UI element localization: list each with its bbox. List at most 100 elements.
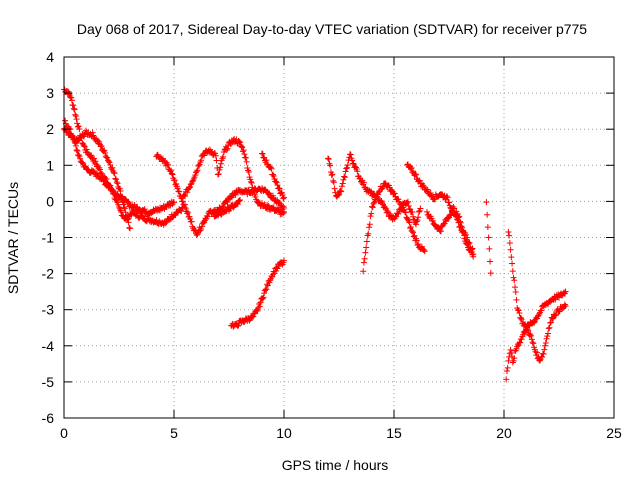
data-point [542, 340, 549, 347]
data-point [538, 307, 545, 314]
data-point [352, 164, 359, 171]
data-point [269, 273, 276, 280]
y-tick-label: -5 [42, 374, 55, 390]
y-tick-label: -6 [42, 410, 55, 426]
data-point [470, 253, 477, 260]
data-point [168, 167, 175, 174]
data-point [409, 208, 416, 215]
series-track-j [360, 180, 428, 275]
data-point [487, 258, 494, 265]
data-point [75, 151, 82, 158]
data-point [395, 196, 402, 203]
data-point [411, 172, 418, 179]
data-point [245, 168, 252, 175]
data-point [334, 192, 341, 199]
data-point [110, 169, 117, 176]
data-point [520, 318, 527, 325]
data-point [75, 123, 82, 130]
data-point [427, 189, 434, 196]
data-point [459, 224, 466, 231]
data-point [102, 149, 109, 156]
series-track-m [483, 199, 494, 277]
data-point [546, 324, 553, 331]
data-point [531, 319, 538, 326]
data-point [193, 168, 200, 175]
data-point [239, 148, 246, 155]
series-track-c [62, 117, 177, 217]
x-tick-label: 10 [276, 425, 292, 441]
data-point [460, 229, 467, 236]
data-point [62, 117, 69, 124]
data-point [379, 185, 386, 192]
data-point [362, 249, 369, 256]
data-point [407, 223, 414, 230]
data-point [153, 216, 160, 223]
data-point [347, 151, 354, 158]
data-point [339, 180, 346, 187]
data-point [114, 180, 121, 187]
data-point [350, 160, 357, 167]
data-point [200, 218, 207, 225]
data-point [268, 165, 275, 172]
data-point [405, 202, 412, 209]
data-point [443, 193, 450, 200]
data-point [382, 204, 389, 211]
data-point [85, 166, 92, 173]
data-point [415, 208, 422, 215]
data-point [264, 282, 271, 289]
data-point [234, 201, 241, 208]
data-point [343, 165, 350, 172]
data-point [408, 165, 415, 172]
data-point [360, 268, 367, 275]
data-point [484, 211, 491, 218]
data-point [69, 134, 76, 141]
data-point [336, 191, 342, 198]
data-point [122, 209, 129, 216]
x-tick-label: 20 [496, 425, 512, 441]
data-point [521, 321, 528, 328]
data-point [358, 178, 364, 185]
data-point [517, 339, 524, 346]
data-point [72, 140, 79, 147]
data-point [463, 240, 470, 247]
data-point [467, 245, 474, 252]
data-point [201, 152, 208, 159]
data-point [421, 248, 428, 255]
data-point [248, 178, 254, 185]
data-point [413, 171, 419, 178]
data-point [344, 164, 351, 171]
data-point [224, 145, 231, 152]
data-point [127, 225, 133, 232]
data-point [337, 187, 344, 194]
data-point [80, 142, 87, 149]
data-point [79, 159, 86, 166]
y-tick-label: -3 [42, 302, 55, 318]
data-point [510, 357, 517, 364]
data-point [72, 111, 79, 118]
data-point [219, 155, 226, 162]
data-point [188, 218, 195, 225]
data-point [412, 171, 419, 178]
data-point [455, 214, 462, 221]
data-point [175, 188, 182, 195]
series-track-g [259, 150, 287, 202]
data-point [220, 153, 227, 160]
data-point [81, 143, 88, 150]
data-point [543, 335, 550, 342]
data-point [236, 138, 243, 145]
chart-title: Day 068 of 2017, Sidereal Day-to-day VTE… [77, 21, 587, 37]
data-point [281, 194, 287, 201]
data-point [123, 213, 130, 220]
data-point [107, 161, 114, 168]
data-point [184, 189, 191, 196]
data-point [109, 186, 116, 193]
data-point [124, 216, 131, 223]
data-point [102, 153, 109, 160]
series-track-o [505, 229, 569, 364]
data-point [440, 221, 447, 228]
data-point [370, 200, 377, 207]
data-point [404, 216, 411, 223]
data-point [444, 194, 451, 201]
